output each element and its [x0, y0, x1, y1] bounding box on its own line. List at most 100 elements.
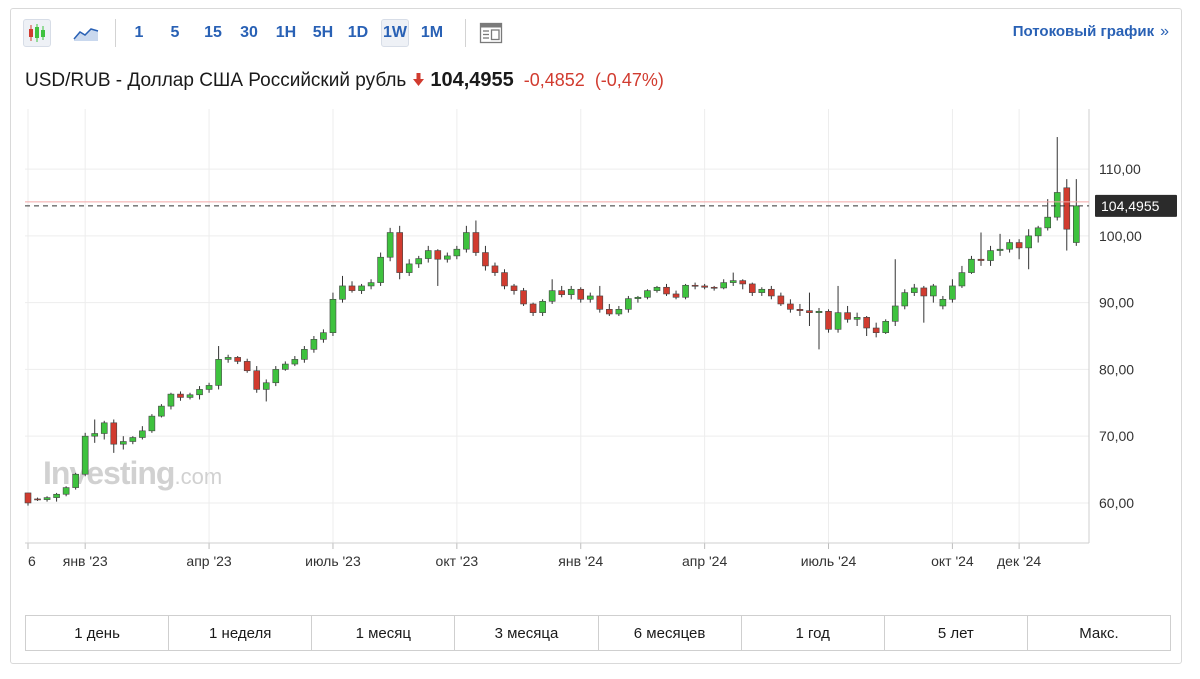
candle-body	[1015, 242, 1023, 249]
candle-body	[424, 250, 432, 259]
watermark-brand: Investing	[43, 455, 175, 491]
candle-body	[529, 303, 537, 313]
interval-30-button[interactable]: 30	[240, 24, 258, 41]
candle-body	[634, 296, 642, 299]
candle-body	[301, 349, 308, 360]
candle-body	[24, 492, 32, 504]
range-button[interactable]: Макс.	[1027, 616, 1170, 650]
toolbar-separator	[465, 19, 466, 47]
candle-body	[186, 394, 194, 398]
candle-body	[224, 357, 232, 360]
candle-body	[739, 280, 747, 285]
interval-15-button[interactable]: 15	[204, 24, 222, 41]
candle-body	[196, 389, 203, 396]
candle-body	[405, 263, 413, 273]
candle-body	[930, 285, 937, 297]
candle-body	[53, 493, 60, 498]
interval-1m-button[interactable]: 1M	[420, 24, 444, 41]
candle-body	[882, 321, 890, 333]
range-button[interactable]: 1 месяц	[312, 616, 456, 650]
interval-1d-button[interactable]: 1D	[347, 24, 369, 41]
y-tick-label: 100,00	[1099, 228, 1142, 244]
down-arrow-icon	[413, 73, 425, 89]
candle-body	[758, 288, 766, 293]
candle-body	[129, 437, 137, 442]
y-tick-label: 110,00	[1099, 161, 1141, 177]
candle-body	[834, 312, 842, 330]
candle-body	[691, 284, 699, 287]
candlestick-chart-icon[interactable]	[23, 19, 51, 47]
instrument-name: USD/RUB - Доллар США Российский рубль	[25, 70, 407, 91]
candle-body	[567, 288, 575, 295]
candle-body	[234, 357, 241, 362]
quote-header: USD/RUB - Доллар США Российский рубль 10…	[25, 69, 664, 92]
candle-body	[282, 363, 289, 370]
candle-body	[444, 255, 451, 260]
candle-body	[701, 285, 708, 288]
candle-body	[43, 497, 51, 500]
candle-body	[396, 232, 403, 273]
interval-1-button[interactable]: 1	[134, 24, 144, 41]
candle-body	[539, 300, 546, 313]
investing-watermark: Investing.com	[43, 455, 222, 492]
candle-body	[215, 359, 222, 386]
x-tick-label: 6	[28, 553, 36, 569]
candle-body	[177, 393, 184, 398]
interval-5-button[interactable]: 5	[170, 24, 180, 41]
candle-body	[100, 422, 108, 434]
candle-body	[377, 256, 384, 283]
x-tick-label: янв '23	[63, 553, 108, 569]
last-price-tag	[1095, 194, 1177, 217]
area-chart-icon[interactable]	[71, 19, 101, 47]
candle-body	[434, 250, 442, 260]
candle-body	[320, 332, 327, 340]
candle-body	[139, 430, 146, 438]
candle-body	[920, 287, 928, 297]
streaming-chart-link[interactable]: Потоковый график »	[1013, 23, 1169, 41]
candle-body	[415, 258, 423, 265]
range-button[interactable]: 3 месяца	[455, 616, 599, 650]
range-button[interactable]: 1 неделя	[169, 616, 313, 650]
candle-body	[577, 288, 585, 300]
range-button[interactable]: 5 лет	[884, 616, 1028, 650]
y-tick-label: 80,00	[1099, 361, 1134, 377]
candle-body	[453, 248, 461, 257]
interval-1h-button[interactable]: 1H	[275, 24, 297, 41]
price-change-percent: (-0,47%)	[594, 70, 664, 90]
candle-body	[615, 309, 623, 315]
candle-body	[768, 288, 775, 297]
candle-body	[720, 282, 727, 289]
candlestick-chart[interactable]: 60,00 70,00 80,00 90,00 100,00 110,00 6 янв '23…	[11, 9, 1183, 609]
candle-body	[1063, 187, 1071, 230]
candle-body	[1073, 205, 1080, 243]
candle-body	[825, 311, 832, 330]
candle-body	[796, 309, 804, 311]
candle-body	[987, 250, 994, 261]
candle-body	[548, 290, 556, 302]
interval-1w-button[interactable]: 1W	[381, 19, 409, 47]
candle-body	[510, 285, 518, 291]
range-button[interactable]: 6 месяцев	[598, 616, 742, 650]
time-range-bar: 1 день 1 неделя 1 месяц 3 месяца 6 месяцев 1 …	[25, 615, 1171, 651]
candle-body	[491, 265, 499, 273]
last-price: 104,4955	[430, 69, 514, 91]
candle-body	[520, 290, 527, 305]
candle-body	[653, 286, 661, 291]
candle-body	[158, 405, 165, 417]
watermark-suffix: .com	[174, 464, 223, 489]
data-table-icon[interactable]	[477, 19, 505, 47]
candle-body	[329, 298, 337, 333]
candle-body	[243, 361, 251, 372]
range-button[interactable]: 1 год	[741, 616, 885, 650]
x-tick-label: июль '24	[801, 553, 857, 569]
range-button[interactable]: 1 день	[26, 616, 170, 650]
candle-body	[367, 282, 375, 287]
interval-5h-button[interactable]: 5H	[312, 24, 334, 41]
candle-body	[1025, 235, 1032, 249]
candle-body	[625, 298, 632, 310]
candle-body	[663, 286, 670, 295]
y-tick-label: 60,00	[1099, 495, 1134, 511]
double-chevron-right-icon: »	[1160, 23, 1169, 40]
candle-body	[91, 433, 99, 437]
candle-body	[787, 303, 794, 310]
